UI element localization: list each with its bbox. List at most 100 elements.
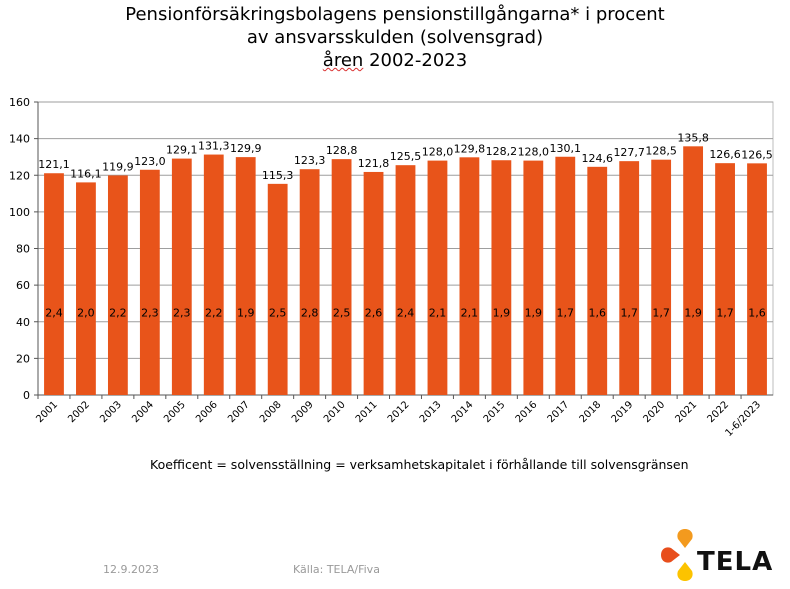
x-tick-label: 2010 <box>322 399 348 425</box>
value-label: 123,3 <box>294 154 326 167</box>
value-label: 128,2 <box>486 145 518 158</box>
coefficient-label: 1,9 <box>525 306 543 319</box>
x-tick-label: 2014 <box>450 399 476 425</box>
coefficient-label: 2,6 <box>365 306 383 319</box>
coefficient-label: 2,1 <box>429 306 447 319</box>
value-label: 126,6 <box>709 148 741 161</box>
value-label: 129,9 <box>230 142 262 155</box>
x-tick-label: 2001 <box>34 399 60 425</box>
coefficient-label: 2,2 <box>205 306 223 319</box>
coefficient-label: 2,0 <box>77 306 95 319</box>
bar <box>651 159 672 395</box>
x-tick-label: 2011 <box>354 399 380 425</box>
bar <box>267 183 288 395</box>
bar <box>299 169 320 395</box>
bar <box>235 157 256 395</box>
x-tick-label: 2005 <box>162 399 188 425</box>
bar <box>76 182 96 395</box>
coefficient-label: 1,7 <box>557 306 575 319</box>
x-tick-label: 2021 <box>673 399 699 425</box>
coefficient-label: 2,3 <box>141 306 159 319</box>
x-tick-label: 2020 <box>641 399 667 425</box>
chart-title-line-3-prefix: åren <box>322 50 364 71</box>
y-tick-label: 160 <box>9 96 30 109</box>
value-label: 115,3 <box>262 169 294 182</box>
chart-title-line-2: av ansvarsskulden (solvensgrad) <box>246 27 544 48</box>
coefficient-label: 1,7 <box>716 306 734 319</box>
coefficient-label: 2,2 <box>109 306 127 319</box>
bar <box>171 158 192 395</box>
coefficient-label: 2,8 <box>301 306 319 319</box>
x-tick-label: 2009 <box>290 399 316 425</box>
x-tick-label: 2008 <box>258 399 284 425</box>
x-tick-label: 2015 <box>482 399 508 425</box>
bar <box>363 171 384 395</box>
chart-title-line-3: åren 2002-2023 <box>0 49 790 72</box>
bar <box>555 156 576 395</box>
bar <box>459 157 480 395</box>
bar <box>491 160 512 395</box>
bar <box>715 163 735 395</box>
x-tick-label: 2017 <box>546 399 572 425</box>
y-tick-label: 20 <box>16 352 30 365</box>
coefficient-label: 2,3 <box>173 306 191 319</box>
x-tick-label: 1-6/2023 <box>723 399 763 439</box>
tela-logo-icon <box>661 529 693 581</box>
coefficient-label: 1,6 <box>588 306 606 319</box>
x-tick-label: 2004 <box>130 399 156 425</box>
footer-source: Källa: TELA/Fiva <box>293 563 380 576</box>
value-label: 126,5 <box>741 148 773 161</box>
value-label: 128,8 <box>326 144 358 157</box>
value-label: 121,8 <box>358 157 390 170</box>
coefficient-label: 1,6 <box>748 306 766 319</box>
coefficient-label: 1,9 <box>684 306 702 319</box>
chart-note: Koefficent = solvensställning = verksamh… <box>150 457 689 472</box>
bar <box>683 146 704 395</box>
bar <box>139 169 160 395</box>
x-tick-label: 2006 <box>194 399 220 425</box>
bar <box>203 154 224 395</box>
y-tick-label: 140 <box>9 133 30 146</box>
y-tick-label: 100 <box>9 206 30 219</box>
value-label: 135,8 <box>677 131 709 144</box>
value-label: 128,0 <box>422 146 454 159</box>
coefficient-label: 1,7 <box>620 306 638 319</box>
value-label: 129,8 <box>454 142 486 155</box>
x-tick-label: 2018 <box>578 399 604 425</box>
y-tick-label: 60 <box>16 279 30 292</box>
coefficient-label: 2,5 <box>269 306 287 319</box>
x-tick-label: 2019 <box>610 399 636 425</box>
bar-chart: 0 20 40 60 80 100 120 140 160 121,1 2,4 2001 116,1 2,… <box>9 96 774 439</box>
value-label: 131,3 <box>198 140 230 153</box>
bar <box>747 163 767 395</box>
value-label: 123,0 <box>134 155 166 168</box>
bar <box>395 165 416 395</box>
coefficient-label: 2,5 <box>333 306 351 319</box>
bar <box>107 175 128 395</box>
coefficient-label: 2,4 <box>397 306 415 319</box>
x-tick-label: 2022 <box>705 399 731 425</box>
coefficient-label: 1,9 <box>237 306 255 319</box>
x-tick-label: 2013 <box>418 399 444 425</box>
footer-date: 12.9.2023 <box>103 563 159 576</box>
value-label: 129,1 <box>166 144 198 157</box>
bar <box>427 160 448 395</box>
bar <box>331 159 352 395</box>
value-label: 128,0 <box>518 146 550 159</box>
coefficient-label: 1,7 <box>652 306 670 319</box>
x-tick-label: 2012 <box>386 399 412 425</box>
chart-title-line-1: Pensionförsäkringsbolagens pensionstillg… <box>125 4 665 25</box>
coefficient-label: 2,4 <box>45 306 63 319</box>
bar <box>619 161 640 395</box>
value-label: 121,1 <box>38 158 70 171</box>
x-tick-label: 2002 <box>66 399 92 425</box>
value-label: 130,1 <box>550 142 582 155</box>
logo-text: TELA <box>697 547 774 577</box>
value-label: 116,1 <box>70 167 102 180</box>
value-label: 125,5 <box>390 150 422 163</box>
x-tick-label: 2003 <box>98 399 124 425</box>
bar <box>523 160 544 395</box>
value-label: 124,6 <box>581 152 613 165</box>
value-label: 127,7 <box>613 146 645 159</box>
coefficient-label: 1,9 <box>493 306 511 319</box>
